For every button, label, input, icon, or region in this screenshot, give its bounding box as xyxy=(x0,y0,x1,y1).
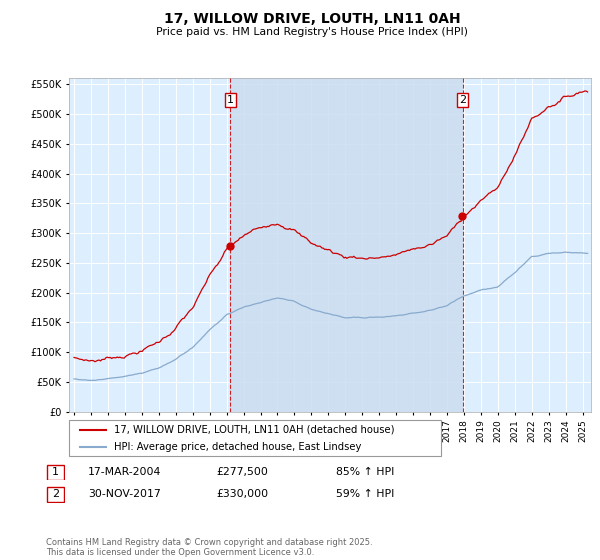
Text: 1: 1 xyxy=(52,467,59,477)
Text: 59% ↑ HPI: 59% ↑ HPI xyxy=(336,489,394,499)
Text: Price paid vs. HM Land Registry's House Price Index (HPI): Price paid vs. HM Land Registry's House … xyxy=(156,27,468,37)
FancyBboxPatch shape xyxy=(69,420,441,456)
Text: 17-MAR-2004: 17-MAR-2004 xyxy=(88,466,161,477)
Text: 17, WILLOW DRIVE, LOUTH, LN11 0AH: 17, WILLOW DRIVE, LOUTH, LN11 0AH xyxy=(164,12,460,26)
Text: 2: 2 xyxy=(459,95,466,105)
Text: 2: 2 xyxy=(52,489,59,500)
Text: 85% ↑ HPI: 85% ↑ HPI xyxy=(336,466,394,477)
Text: 30-NOV-2017: 30-NOV-2017 xyxy=(88,489,161,499)
Bar xyxy=(230,78,463,412)
Text: Contains HM Land Registry data © Crown copyright and database right 2025.
This d: Contains HM Land Registry data © Crown c… xyxy=(46,538,373,557)
FancyBboxPatch shape xyxy=(47,465,64,479)
Text: £330,000: £330,000 xyxy=(216,489,268,499)
FancyBboxPatch shape xyxy=(47,487,64,502)
Text: £277,500: £277,500 xyxy=(216,466,268,477)
Text: HPI: Average price, detached house, East Lindsey: HPI: Average price, detached house, East… xyxy=(113,442,361,451)
Text: 17, WILLOW DRIVE, LOUTH, LN11 0AH (detached house): 17, WILLOW DRIVE, LOUTH, LN11 0AH (detac… xyxy=(113,425,394,435)
Text: 1: 1 xyxy=(227,95,233,105)
